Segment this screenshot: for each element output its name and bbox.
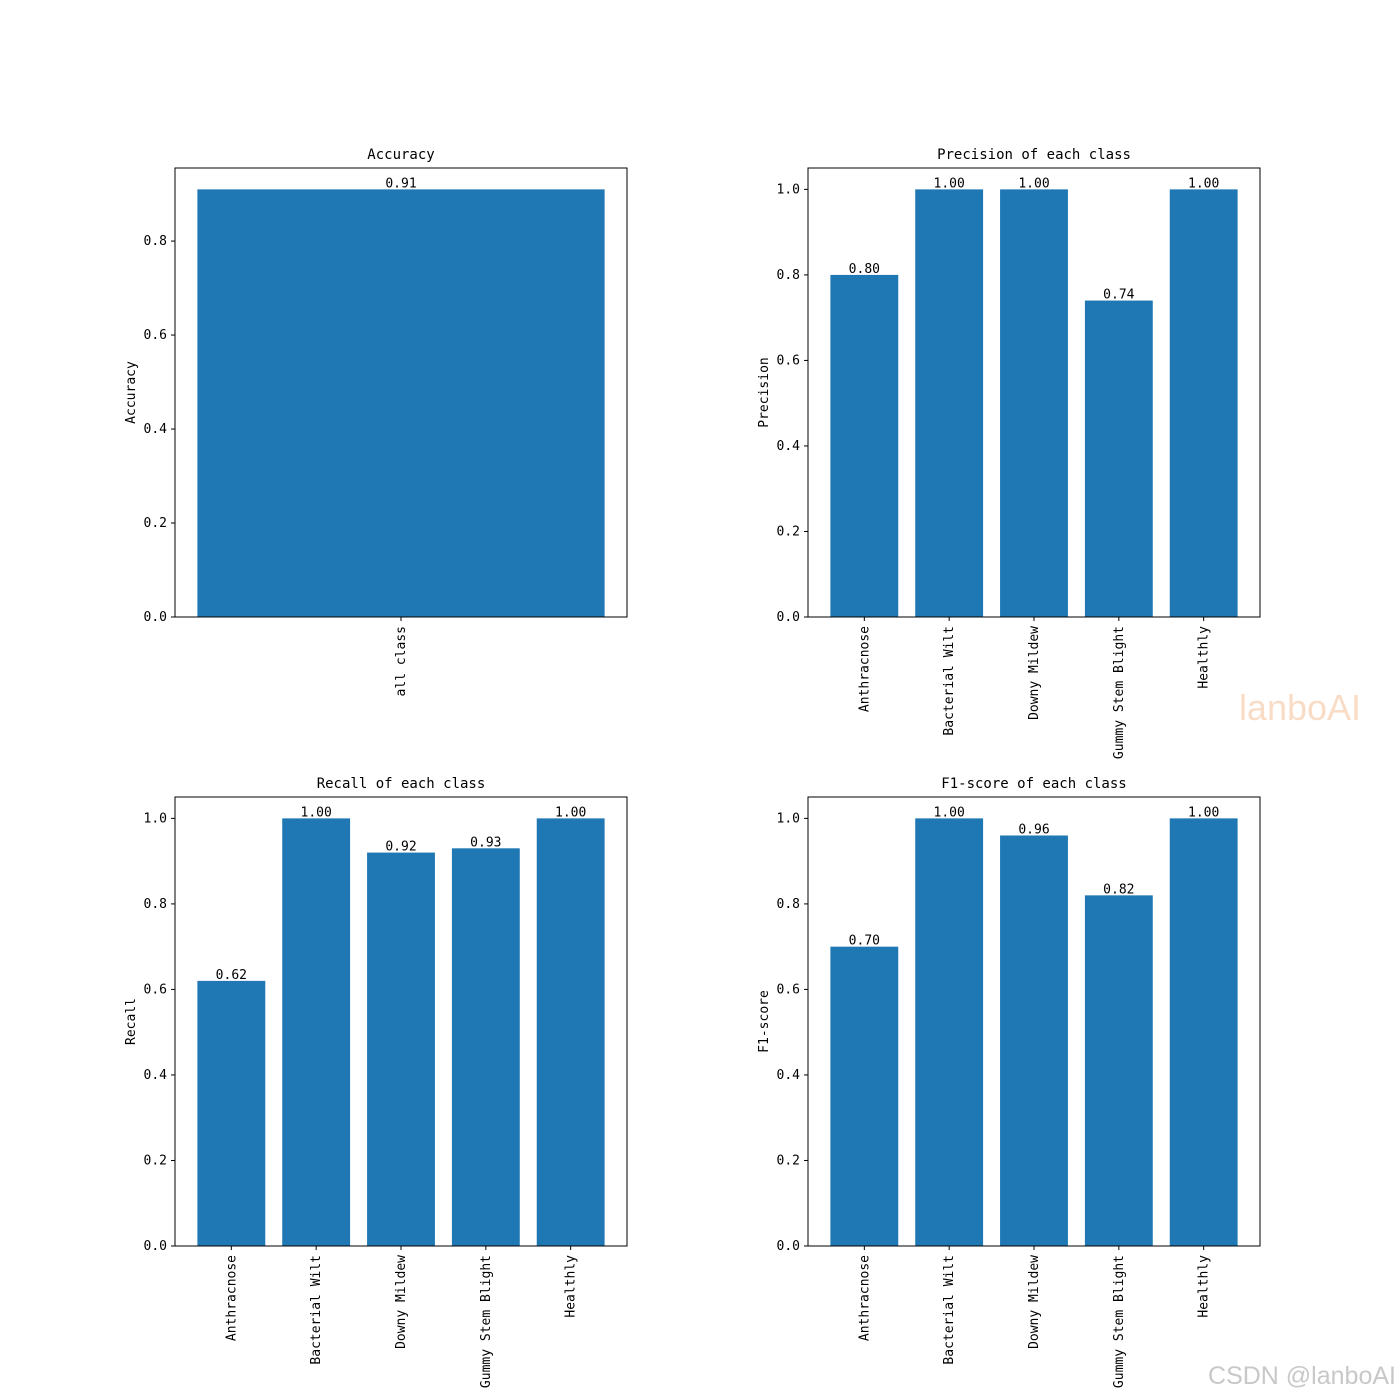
bar [1084,300,1153,617]
bar [830,274,899,617]
y-tick-label: 0.8 [777,268,800,283]
watermark: lanboAI [1239,687,1361,728]
value-label: 0.96 [1018,822,1049,837]
y-tick-label: 0.8 [144,234,167,249]
y-tick-label: 0.8 [144,897,167,912]
bar [1000,835,1068,1246]
value-label: 0.93 [470,835,501,850]
bar [451,848,520,1246]
y-axis-label: Recall [124,998,139,1045]
bar [282,818,351,1246]
axes-frame [174,167,628,618]
y-tick-label: 0.4 [777,1068,801,1083]
chart-title: F1-score of each class [941,776,1126,792]
bar [1000,189,1068,617]
y-axis-label: Accuracy [124,361,139,424]
x-tick-label: Anthracnose [224,1255,239,1341]
y-tick-label: 0.2 [144,1153,167,1168]
y-tick-label: 1.0 [777,811,800,826]
y-axis-label: F1-score [757,990,772,1053]
bar [197,980,266,1246]
value-label: 0.80 [849,262,880,277]
y-tick-label: 0.2 [144,516,167,531]
y-tick-label: 0.6 [777,353,800,368]
x-tick-label: Downy Mildew [394,1255,409,1349]
value-label: 0.70 [849,934,880,949]
y-tick-label: 0.2 [777,1153,800,1168]
x-tick-label: all class [394,626,409,696]
x-tick-label: Gummy Stem Blight [1112,1255,1127,1388]
y-tick-label: 0.6 [144,328,167,343]
x-tick-label: Healthly [1197,626,1212,689]
bar [1169,189,1238,617]
axes-frame [807,796,1261,1247]
bar [536,818,605,1246]
bar [1084,895,1153,1246]
chart-title: Precision of each class [937,147,1131,163]
y-tick-label: 0.0 [144,610,167,625]
y-axis-label: Precision [757,357,772,427]
x-tick-label: Healthly [564,1255,579,1318]
bar [915,189,984,617]
chart-title: Recall of each class [317,776,486,792]
value-label: 0.62 [216,968,247,983]
bar [367,852,435,1246]
x-tick-label: Downy Mildew [1027,626,1042,720]
y-tick-label: 0.0 [777,610,800,625]
y-tick-label: 0.6 [777,982,800,997]
value-label: 1.00 [1018,176,1049,191]
axes-frame [807,167,1261,618]
y-tick-label: 0.0 [777,1239,800,1254]
value-label: 1.00 [555,805,586,820]
axes-frame [174,796,628,1247]
y-tick-label: 0.6 [144,982,167,997]
y-tick-label: 0.8 [777,897,800,912]
y-tick-label: 1.0 [144,811,167,826]
x-tick-label: Bacterial Wilt [942,1255,957,1365]
watermark: CSDN @lanboAI [1208,1362,1396,1390]
value-label: 1.00 [1188,176,1219,191]
value-label: 1.00 [934,176,965,191]
bar [915,818,984,1246]
y-tick-label: 0.0 [144,1239,167,1254]
y-tick-label: 0.4 [144,422,168,437]
bar [197,189,605,617]
x-tick-label: Bacterial Wilt [309,1255,324,1365]
y-tick-label: 0.2 [777,524,800,539]
x-tick-label: Healthly [1197,1255,1212,1318]
bar [1169,818,1238,1246]
value-label: 1.00 [301,805,332,820]
x-tick-label: Gummy Stem Blight [1112,626,1127,759]
value-label: 1.00 [934,805,965,820]
y-tick-label: 0.4 [144,1068,168,1083]
x-tick-label: Gummy Stem Blight [479,1255,494,1388]
chart-title: Accuracy [367,147,434,163]
bar [830,946,899,1246]
value-label: 0.91 [385,176,416,191]
y-tick-label: 1.0 [777,182,800,197]
y-tick-label: 0.4 [777,439,801,454]
x-tick-label: Bacterial Wilt [942,626,957,736]
value-label: 0.74 [1103,288,1134,303]
x-tick-label: Anthracnose [857,626,872,712]
value-label: 1.00 [1188,805,1219,820]
value-label: 0.92 [385,840,416,855]
x-tick-label: Anthracnose [857,1255,872,1341]
x-tick-label: Downy Mildew [1027,1255,1042,1349]
value-label: 0.82 [1103,882,1134,897]
